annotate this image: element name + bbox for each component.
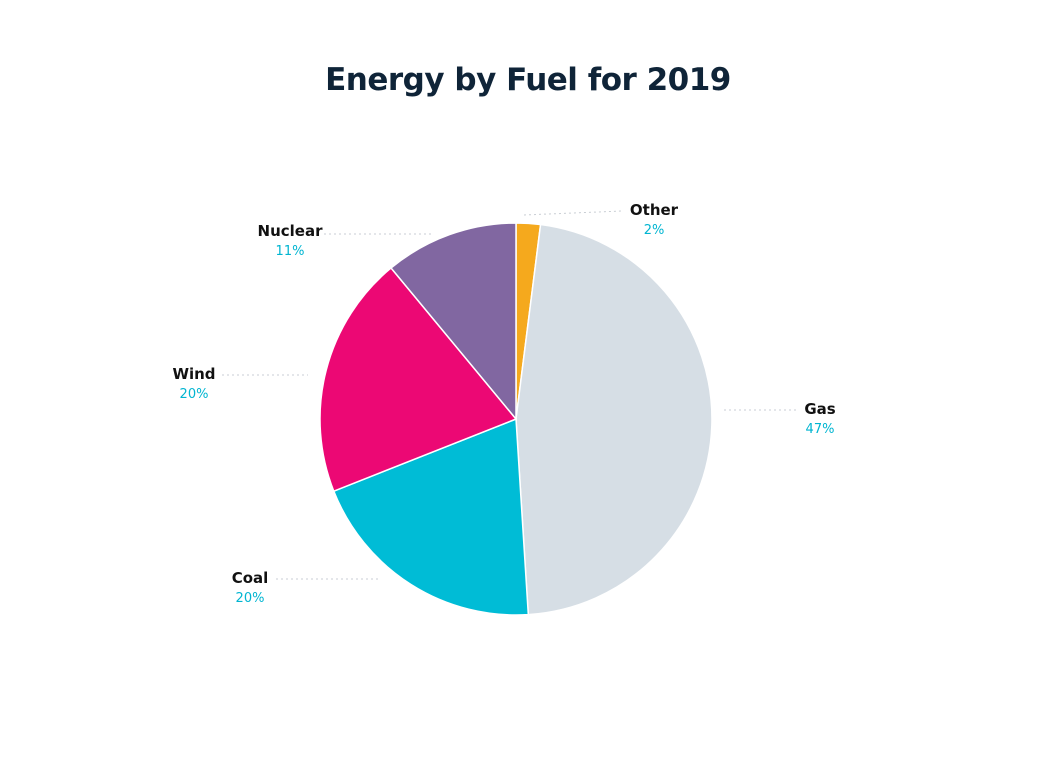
slice-value-coal: 20% <box>236 591 265 606</box>
pie-slices <box>319 222 713 616</box>
slice-labels: Other 2% Gas 47% Coal 20% Wind 20% Nuclear 11% <box>172 201 835 606</box>
pie-slice-coal <box>332 417 530 616</box>
chart-title: Energy by Fuel for 2019 <box>325 62 731 98</box>
pie-slice-wind <box>319 266 518 493</box>
leader-lines <box>222 210 798 580</box>
slice-label-coal: Coal <box>232 569 269 587</box>
slice-value-other: 2% <box>644 223 665 238</box>
slice-value-gas: 47% <box>806 422 835 437</box>
pie-slice-nuclear <box>390 222 517 422</box>
slice-label-nuclear: Nuclear <box>258 222 324 240</box>
pie-slice-gas <box>515 223 713 616</box>
slice-label-gas: Gas <box>804 400 835 418</box>
leader-line-other <box>523 210 623 216</box>
slice-label-wind: Wind <box>172 365 215 383</box>
slice-label-other: Other <box>630 201 679 219</box>
slice-value-nuclear: 11% <box>276 244 305 259</box>
slice-value-wind: 20% <box>180 387 209 402</box>
